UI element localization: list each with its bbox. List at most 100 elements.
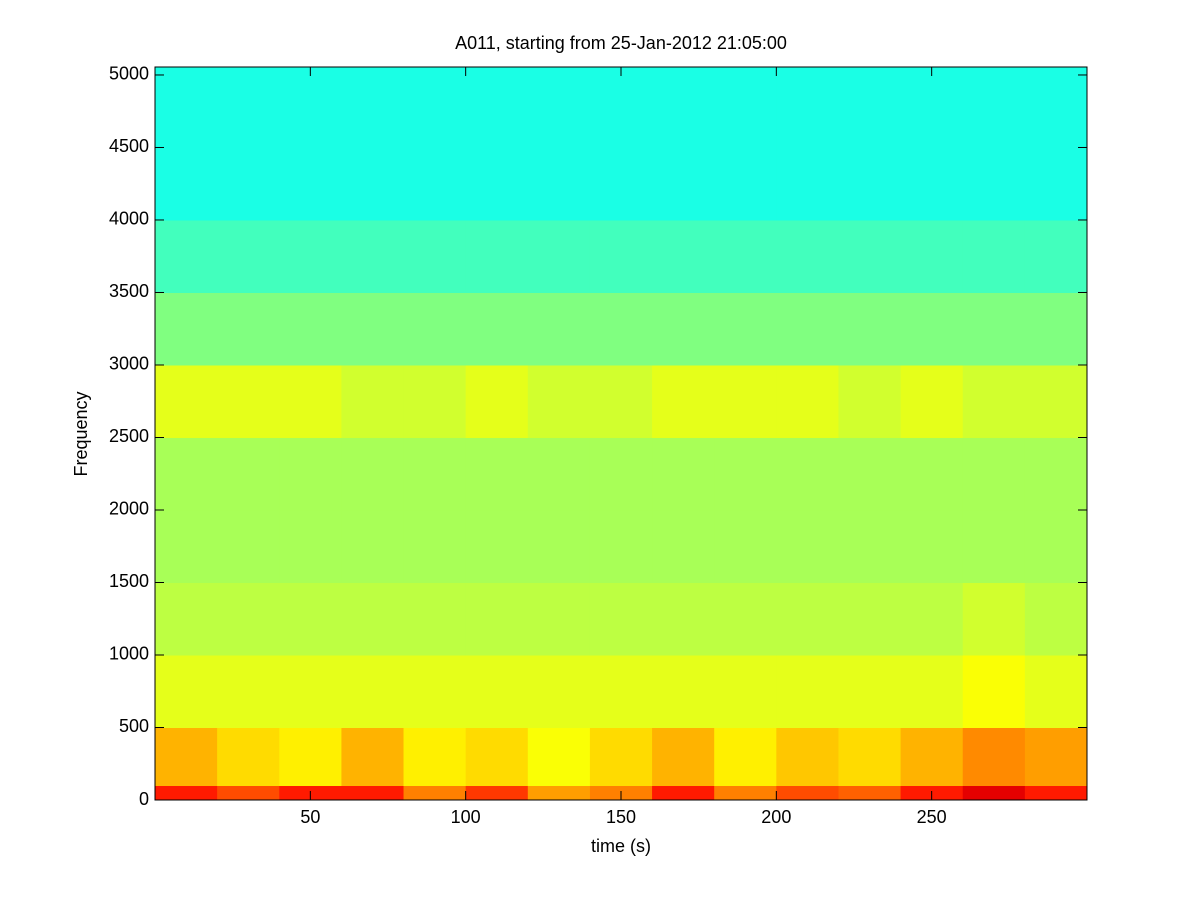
heatmap-cell: [714, 582, 777, 656]
heatmap-cell: [279, 364, 342, 438]
heatmap-cell: [403, 654, 467, 728]
heatmap-cell: [403, 785, 467, 801]
heatmap-cell: [838, 654, 902, 728]
x-tick-label: 100: [451, 807, 481, 827]
heatmap-cell: [217, 582, 280, 656]
heatmap-cell: [465, 219, 529, 293]
y-tick-label: 5000: [109, 64, 149, 84]
heatmap-cell: [155, 292, 218, 366]
y-tick-label: 0: [139, 789, 149, 809]
heatmap-cell: [403, 219, 467, 293]
heatmap-cell: [279, 654, 342, 728]
heatmap-cell: [403, 727, 467, 786]
heatmap-cell: [776, 437, 839, 511]
heatmap-cell: [714, 67, 777, 221]
heatmap-cell: [589, 67, 653, 221]
heatmap-cell: [962, 509, 1026, 583]
heatmap-cell: [341, 654, 405, 728]
y-tick-label: 500: [119, 716, 149, 736]
heatmap-cell: [341, 582, 405, 656]
heatmap-cell: [465, 364, 529, 438]
heatmap-cell: [900, 364, 964, 438]
heatmap-cell: [962, 727, 1026, 786]
x-tick-label: 150: [606, 807, 636, 827]
heatmap-cell: [714, 437, 777, 511]
heatmap-cell: [652, 437, 715, 511]
heatmap-cell: [403, 292, 467, 366]
heatmap-cell: [217, 509, 280, 583]
y-tick-label: 1500: [109, 571, 149, 591]
heatmap-cell: [527, 292, 591, 366]
heatmap-cell: [962, 437, 1026, 511]
heatmap-cell: [1024, 292, 1088, 366]
heatmap-cell: [1024, 67, 1088, 221]
heatmap-cell: [527, 364, 591, 438]
heatmap-cell: [341, 727, 405, 786]
heatmap-cell: [155, 364, 218, 438]
heatmap-cell: [1024, 785, 1088, 801]
heatmap-cell: [962, 654, 1026, 728]
heatmap-cell: [341, 219, 405, 293]
heatmap-cell: [776, 727, 839, 786]
heatmap-cell: [527, 509, 591, 583]
heatmap-cell: [155, 67, 218, 221]
heatmap-cell: [776, 509, 839, 583]
heatmap-cell: [962, 292, 1026, 366]
heatmap-cell: [900, 67, 964, 221]
heatmap-cell: [776, 67, 839, 221]
heatmap-cell: [155, 219, 218, 293]
heatmap-cell: [341, 364, 405, 438]
y-tick-label: 3000: [109, 354, 149, 374]
heatmap-cell: [1024, 437, 1088, 511]
heatmap-cell: [776, 219, 839, 293]
heatmap-cell: [465, 509, 529, 583]
heatmap-cell: [217, 727, 280, 786]
heatmap-cell: [527, 437, 591, 511]
x-tick-label: 50: [300, 807, 320, 827]
heatmap-cell: [155, 437, 218, 511]
heatmap-cell: [652, 582, 715, 656]
heatmap-cell: [652, 727, 715, 786]
heatmap-cell: [589, 582, 653, 656]
heatmap-cell: [589, 219, 653, 293]
heatmap-cell: [962, 67, 1026, 221]
y-tick-label: 4000: [109, 209, 149, 229]
heatmap-cell: [1024, 582, 1088, 656]
heatmap-cell: [1024, 654, 1088, 728]
y-tick-label: 2000: [109, 499, 149, 519]
heatmap-cell: [279, 219, 342, 293]
heatmap-cell: [900, 509, 964, 583]
heatmap-cell: [838, 67, 902, 221]
heatmap-cell: [217, 67, 280, 221]
heatmap-cell: [900, 582, 964, 656]
heatmap-cell: [1024, 509, 1088, 583]
heatmap-cell: [155, 727, 218, 786]
heatmap-cell: [279, 292, 342, 366]
heatmap-cell: [589, 654, 653, 728]
heatmap-cell: [217, 219, 280, 293]
heatmap-cell: [652, 654, 715, 728]
heatmap-cell: [527, 785, 591, 801]
heatmap-cell: [217, 785, 280, 801]
heatmap-cell: [838, 727, 902, 786]
heatmap-cell: [155, 509, 218, 583]
heatmap-cell: [279, 582, 342, 656]
heatmap-cell: [403, 582, 467, 656]
heatmap-cell: [776, 582, 839, 656]
x-tick-label: 200: [761, 807, 791, 827]
heatmap-cell: [652, 67, 715, 221]
heatmap-cell: [838, 509, 902, 583]
heatmap-cell: [776, 785, 839, 801]
heatmap-cell: [527, 67, 591, 221]
heatmap-cell: [465, 785, 529, 801]
heatmap-cell: [341, 785, 405, 801]
x-tick-label: 250: [917, 807, 947, 827]
heatmap-cell: [838, 364, 902, 438]
heatmap-cell: [900, 727, 964, 786]
heatmap-cell: [403, 364, 467, 438]
heatmap-cell: [217, 654, 280, 728]
heatmap-cell: [900, 292, 964, 366]
heatmap-cell: [900, 654, 964, 728]
heatmap-cell: [962, 364, 1026, 438]
